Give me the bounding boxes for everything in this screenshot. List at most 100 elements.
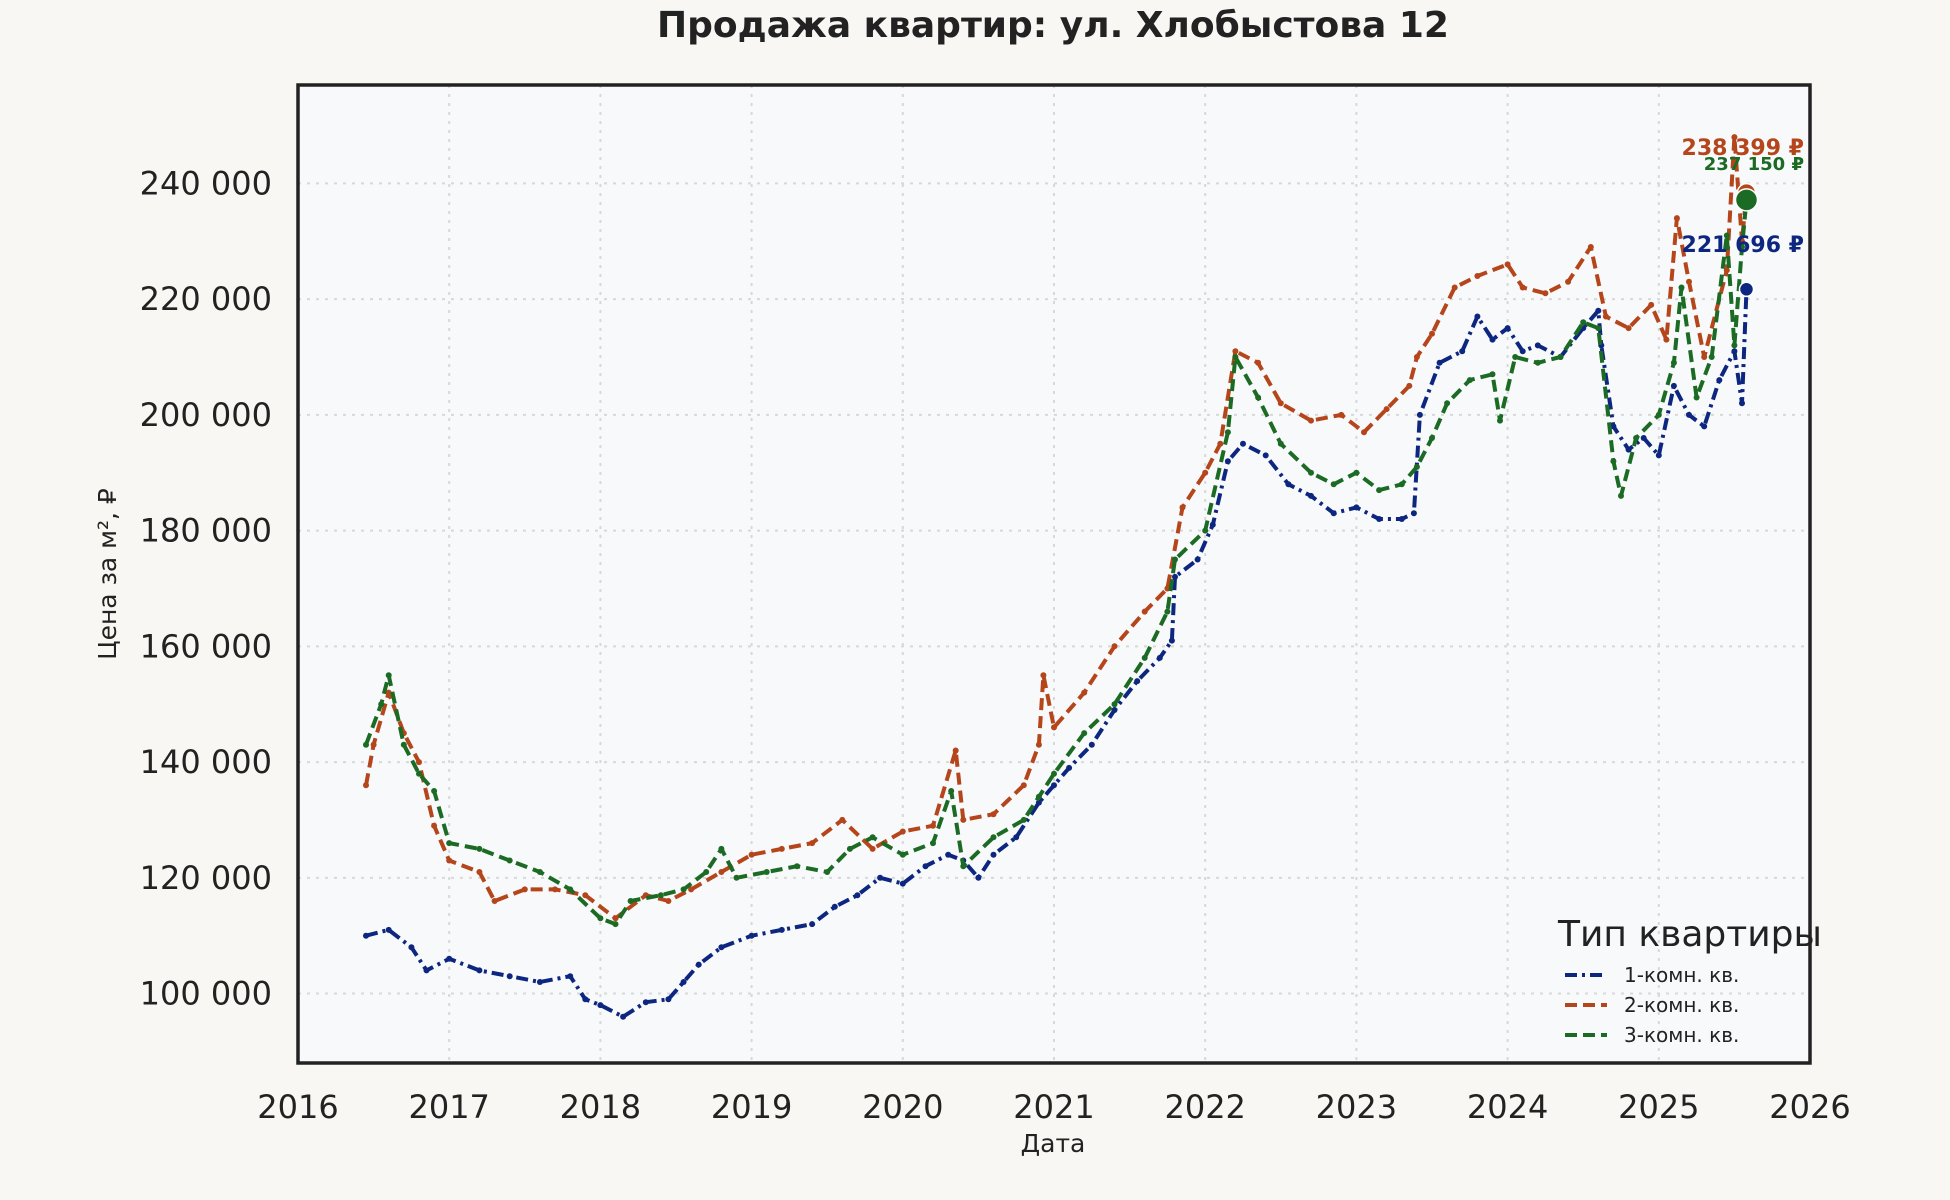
data-point xyxy=(1224,429,1231,436)
x-tick-label: 2016 xyxy=(257,1088,338,1126)
data-point xyxy=(1088,741,1095,748)
data-point xyxy=(1035,741,1042,748)
data-point xyxy=(620,1013,627,1020)
data-point xyxy=(1164,608,1171,615)
data-point xyxy=(1512,354,1519,360)
y-tick-label: 140 000 xyxy=(140,743,272,781)
end-marker-3 xyxy=(1734,188,1759,212)
data-point xyxy=(1066,764,1073,771)
data-point xyxy=(718,845,725,852)
data-point xyxy=(1633,435,1640,441)
series-layer xyxy=(363,134,1750,1020)
data-point xyxy=(778,845,785,852)
data-point xyxy=(1444,400,1451,407)
data-point xyxy=(1353,469,1360,476)
data-point xyxy=(582,996,589,1003)
legend-title: Тип квартиры xyxy=(1557,914,1822,955)
data-point xyxy=(612,921,619,928)
data-point xyxy=(1436,359,1443,366)
data-point xyxy=(1383,406,1390,413)
data-point xyxy=(1134,678,1141,685)
data-point xyxy=(1353,504,1360,511)
data-point xyxy=(1172,573,1178,580)
data-point xyxy=(1723,232,1730,239)
data-point xyxy=(1686,278,1692,285)
data-point xyxy=(1716,377,1723,384)
data-point xyxy=(476,869,483,875)
data-point xyxy=(642,999,649,1006)
data-point xyxy=(597,1002,604,1009)
data-point xyxy=(718,944,725,951)
data-point xyxy=(1376,516,1383,522)
data-point xyxy=(378,701,385,708)
data-point xyxy=(1035,799,1042,806)
data-point xyxy=(431,822,438,829)
data-point xyxy=(990,811,997,818)
data-point xyxy=(1308,469,1314,476)
data-point xyxy=(952,747,959,754)
data-point xyxy=(960,816,967,823)
data-point xyxy=(869,834,876,841)
data-point xyxy=(1081,730,1088,737)
data-point xyxy=(733,874,740,881)
data-point xyxy=(506,857,513,864)
data-point xyxy=(1224,458,1231,465)
y-tick-label: 100 000 xyxy=(140,975,272,1013)
x-axis-label: Дата xyxy=(1021,1129,1086,1158)
data-point xyxy=(839,816,846,823)
y-tick-label: 240 000 xyxy=(140,164,272,202)
data-point xyxy=(748,851,755,858)
data-point xyxy=(1670,382,1677,389)
data-point xyxy=(536,869,543,875)
data-point xyxy=(1686,411,1692,418)
data-point xyxy=(363,782,369,789)
data-point xyxy=(567,973,574,980)
x-tick-label: 2017 xyxy=(408,1088,489,1126)
data-point xyxy=(476,967,483,974)
y-tick-label: 120 000 xyxy=(140,859,272,897)
data-point xyxy=(567,886,574,893)
data-point xyxy=(922,863,929,870)
y-axis-label: Цена за м², ₽ xyxy=(93,488,122,660)
data-point xyxy=(695,961,702,968)
data-point xyxy=(1670,359,1677,366)
data-point xyxy=(1534,359,1541,366)
data-point xyxy=(930,822,936,829)
data-point xyxy=(1595,325,1602,332)
data-point xyxy=(1739,244,1745,250)
data-point xyxy=(1565,278,1572,285)
data-point xyxy=(899,851,906,858)
x-axis-ticks: 2016 2017 2018 2019 2020 2021 2022 2023 2024 2025… xyxy=(257,1088,1850,1126)
data-point xyxy=(1451,284,1458,291)
data-point xyxy=(370,741,377,748)
data-point xyxy=(1202,469,1209,476)
data-point xyxy=(1701,423,1708,430)
data-point xyxy=(1168,637,1175,644)
data-point xyxy=(1232,354,1239,360)
data-point xyxy=(1194,556,1201,563)
data-point xyxy=(1595,307,1602,314)
data-point xyxy=(400,741,407,748)
data-point xyxy=(703,869,710,875)
data-point xyxy=(1678,284,1685,291)
data-point xyxy=(1489,336,1496,343)
data-point xyxy=(1701,354,1708,360)
data-point xyxy=(899,880,906,887)
data-point xyxy=(1406,382,1413,389)
data-point xyxy=(1330,481,1337,488)
data-point xyxy=(1240,440,1246,447)
data-point xyxy=(1081,689,1088,696)
data-point xyxy=(1474,273,1481,279)
legend-label-1: 1-комн. кв. xyxy=(1624,963,1739,987)
data-point xyxy=(1255,359,1262,366)
x-tick-label: 2021 xyxy=(1013,1088,1094,1126)
data-point xyxy=(1040,672,1047,679)
data-point xyxy=(1338,411,1345,418)
data-point xyxy=(1217,440,1224,447)
data-point xyxy=(612,915,619,922)
data-point xyxy=(597,915,604,922)
data-point xyxy=(1655,452,1662,459)
x-tick-label: 2020 xyxy=(862,1088,943,1126)
data-point xyxy=(1625,446,1632,453)
data-point xyxy=(1557,354,1564,360)
